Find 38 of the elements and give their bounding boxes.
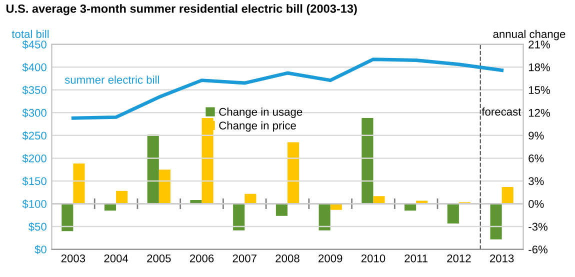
x-tick-label: 2009 [318, 254, 342, 262]
y-tick-label: $450 [22, 40, 46, 50]
y2-axis-title: annual change [493, 30, 566, 40]
x-tick-label: 2008 [276, 254, 300, 262]
y-tick-label: $350 [22, 86, 46, 95]
y2-tick-label: 15% [528, 86, 550, 94]
legend-label: Change in price [219, 121, 296, 132]
y-tick-label: $200 [22, 154, 46, 163]
y2-tick-label: -3% [528, 222, 548, 231]
x-tick-label: 2012 [447, 254, 471, 262]
y2-tick-label: 21% [528, 40, 550, 48]
x-tick-label: 2007 [232, 254, 256, 262]
y2-tick-label: -6% [528, 246, 548, 254]
y2-tick-label: 0% [528, 200, 544, 208]
chart-title: U.S. average 3-month summer residential electric bill (2003-13) [6, 4, 357, 16]
y-tick-label: $150 [22, 176, 46, 186]
legend-label: Change in usage [219, 108, 302, 118]
y2-tick-label: 6% [528, 154, 544, 162]
y-tick-label: $400 [22, 62, 46, 72]
y-tick-label: $100 [22, 200, 46, 209]
ref-line-label: forecast [482, 107, 522, 116]
x-tick-label: 2010 [361, 254, 386, 262]
y2-tick-label: 9% [528, 132, 544, 140]
x-tick-label: 2011 [404, 254, 428, 262]
y-tick-label: $0 [34, 245, 46, 254]
y-tick-label: $250 [22, 131, 46, 140]
y2-tick-label: 18% [528, 63, 550, 72]
x-tick-label: 2004 [104, 254, 128, 262]
series-label: summer electric bill [64, 76, 159, 84]
x-tick-label: 2013 [490, 254, 514, 262]
y2-tick-label: 3% [528, 177, 544, 186]
x-tick-label: 2003 [61, 254, 86, 262]
y-tick-label: $50 [28, 222, 46, 232]
y-axis-title: total bill [12, 30, 49, 38]
x-tick-label: 2005 [147, 254, 171, 262]
x-tick-label: 2006 [190, 254, 214, 262]
y2-tick-label: 12% [528, 108, 550, 117]
y-tick-label: $300 [22, 108, 46, 118]
